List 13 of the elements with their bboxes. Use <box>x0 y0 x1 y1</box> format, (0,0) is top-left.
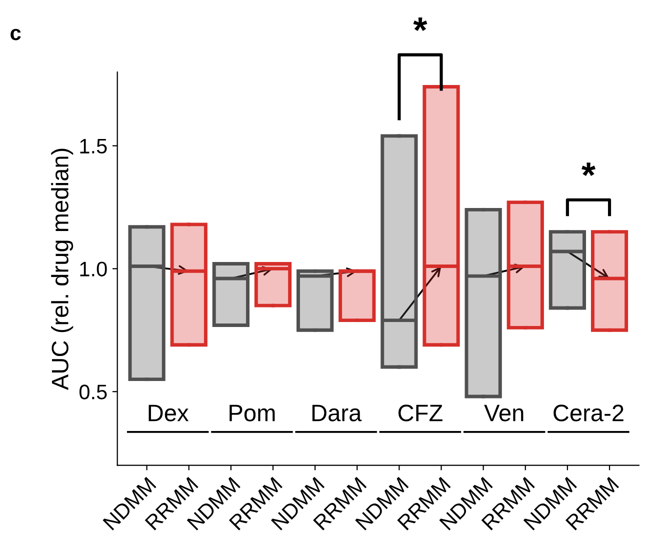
annotation: Ven <box>484 404 524 422</box>
annotation: Dara <box>312 404 362 422</box>
y-axis-title: AUC (rel. drug median) <box>51 148 74 390</box>
text: * <box>413 18 428 31</box>
chart-title: c <box>10 28 21 40</box>
annotation: Pom <box>230 404 275 422</box>
y-tick-label: 1.5 <box>80 138 107 154</box>
annotation: Dex <box>148 404 189 422</box>
annotation: Cera-2 <box>554 404 624 422</box>
y-tick-label: 0.5 <box>79 384 107 400</box>
annotation: CFZ <box>398 404 442 422</box>
y-tick-label: 1.0 <box>80 262 107 276</box>
annotation: * <box>582 162 596 176</box>
